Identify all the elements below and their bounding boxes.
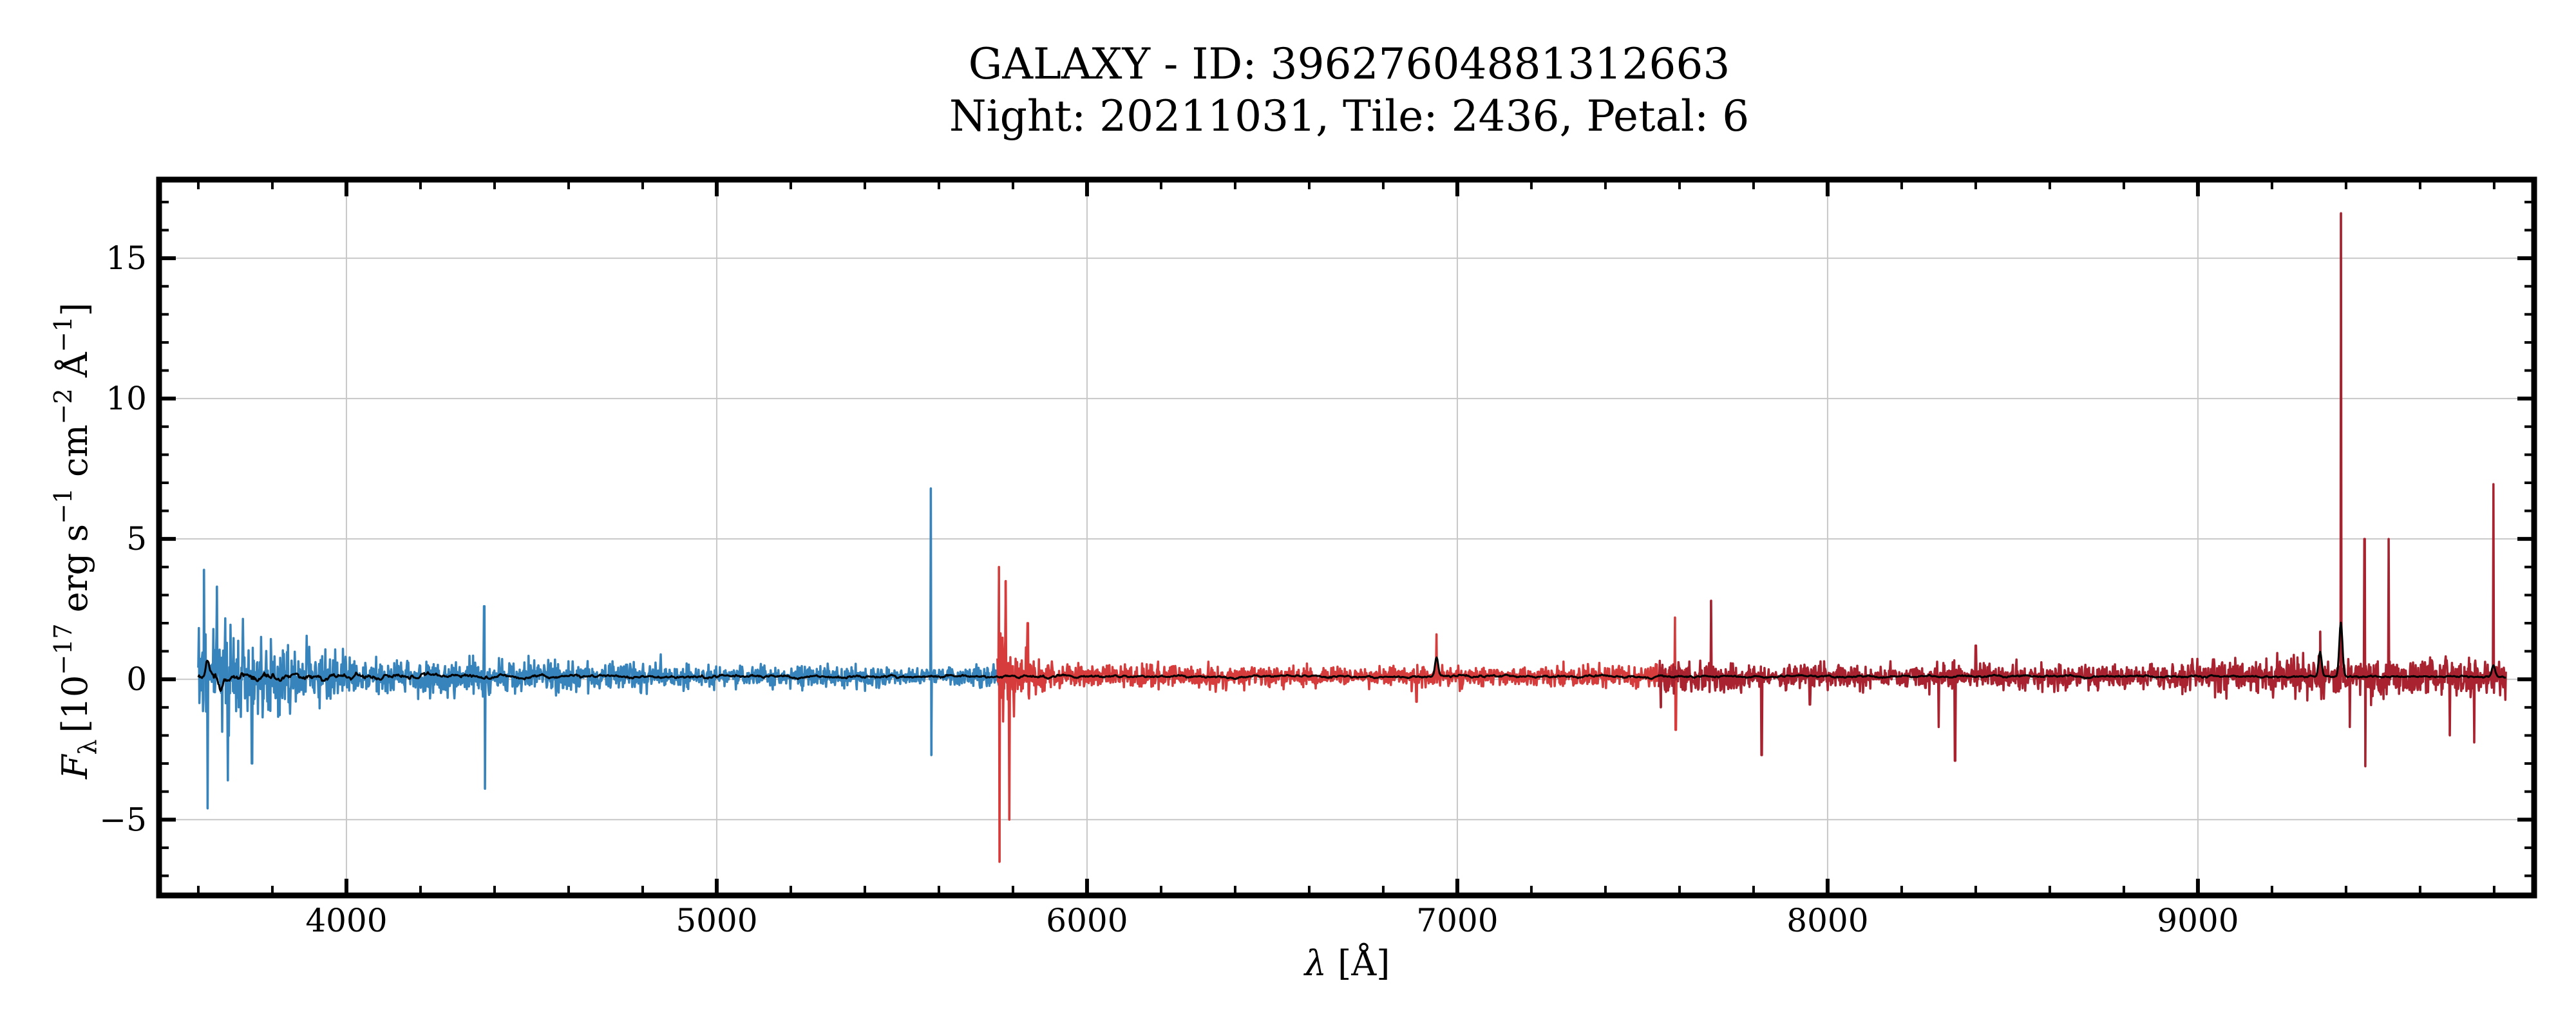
x-tick-label: 6000 bbox=[1046, 902, 1128, 939]
x-tick-label: 9000 bbox=[2157, 902, 2239, 939]
model-fit-line bbox=[197, 621, 2506, 692]
x-tick-label: 5000 bbox=[676, 902, 757, 939]
y-tick-label: −5 bbox=[99, 801, 147, 838]
axis-ticks bbox=[159, 180, 2534, 895]
x-tick-labels: 4000 5000 6000 7000 8000 9000 bbox=[305, 902, 2239, 939]
x-tick-label: 7000 bbox=[1416, 902, 1498, 939]
plot-area bbox=[197, 212, 2507, 863]
axes-frame bbox=[156, 176, 2537, 899]
r-arm-spectrum-line bbox=[996, 566, 1692, 863]
y-tick-label: 5 bbox=[126, 520, 147, 557]
b-arm-spectrum-line bbox=[197, 487, 1007, 810]
chart-title-line2: Night: 20211031, Tile: 2436, Petal: 6 bbox=[949, 91, 1749, 141]
y-tick-label: 0 bbox=[126, 660, 147, 698]
y-tick-labels: −5 0 5 10 15 bbox=[99, 239, 147, 838]
x-axis-label: λ [Å] bbox=[1303, 942, 1390, 984]
x-tick-label: 4000 bbox=[305, 902, 387, 939]
grid-lines bbox=[159, 180, 2534, 895]
y-tick-label: 15 bbox=[106, 239, 147, 277]
y-axis-label: Fλ[10−17 erg s−1 cm−2 Å−1] bbox=[49, 303, 102, 780]
y-tick-label: 10 bbox=[106, 380, 147, 417]
chart-title-line1: GALAXY - ID: 39627604881312663 bbox=[969, 39, 1730, 89]
z-arm-spectrum-line bbox=[1657, 212, 2507, 768]
x-tick-label: 8000 bbox=[1786, 902, 1868, 939]
